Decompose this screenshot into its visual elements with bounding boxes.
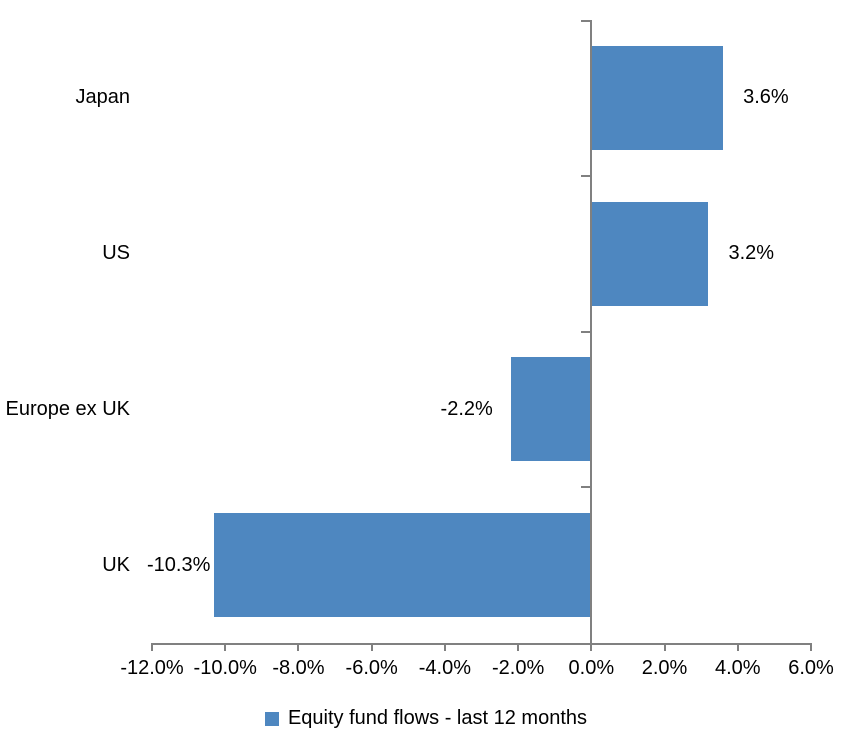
x-tick [517,643,520,651]
x-tick-label: -6.0% [345,657,398,679]
x-tick-label: 0.0% [568,657,615,679]
bar [214,513,592,618]
zero-axis-line [590,20,593,645]
x-tick-label: -10.0% [193,657,257,679]
bar [510,357,592,462]
x-tick-label: 4.0% [714,657,761,679]
x-tick-label: -4.0% [418,657,471,679]
category-tick [581,20,591,22]
legend-color-swatch-icon [264,711,279,726]
x-tick-label: -12.0% [120,657,184,679]
bar [591,201,709,306]
x-tick [590,643,593,651]
legend-series-label: Equity fund flows - last 12 months [287,707,588,729]
category-label: UK [102,553,130,576]
category-label: US [102,242,130,265]
x-axis-line [151,643,812,645]
x-tick-label: 6.0% [788,657,834,679]
category-label: Japan [75,86,131,109]
legend: Equity fund flows - last 12 months [0,707,852,730]
x-tick [224,643,227,651]
bar-value-label: 3.6% [743,86,789,109]
x-tick [810,643,812,651]
category-tick [581,174,591,177]
x-tick [663,643,666,651]
x-tick [297,643,300,651]
x-tick-label: -2.0% [491,657,545,679]
category-label: Europe ex UK [5,397,130,420]
x-tick [151,643,153,651]
x-tick [370,643,373,651]
bar-value-label: 3.2% [728,242,775,265]
x-tick-label: 2.0% [641,657,688,679]
bar-value-label: -10.3% [147,553,211,576]
category-tick [581,486,591,489]
x-tick [443,643,446,651]
x-tick [736,643,739,651]
category-tick [581,330,591,333]
bar-value-label: -2.2% [440,397,493,420]
x-tick-label: -8.0% [272,657,325,679]
bar [591,45,724,150]
